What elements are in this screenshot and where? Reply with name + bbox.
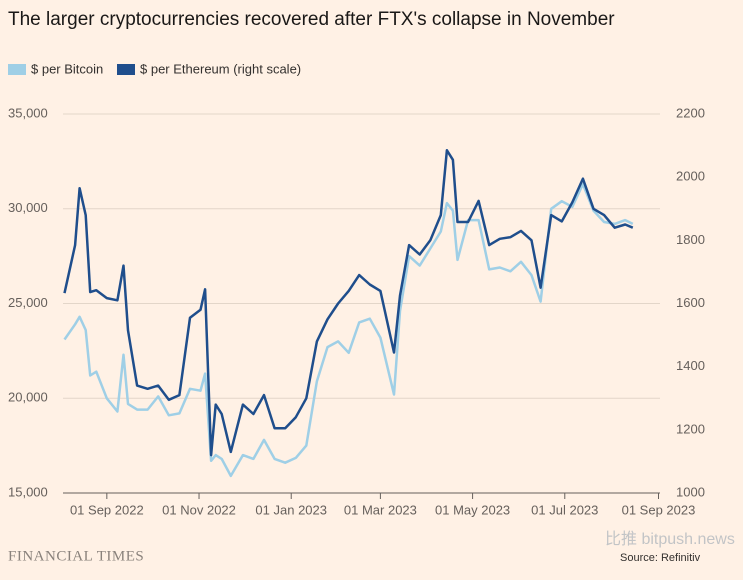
y2-tick-label: 2000 <box>676 169 705 184</box>
x-tick-label: 01 Jan 2023 <box>255 502 327 517</box>
legend-label: $ per Bitcoin <box>31 61 103 76</box>
x-tick-label: 01 Sep 2022 <box>70 502 144 517</box>
legend-swatch <box>117 64 135 75</box>
legend-label: $ per Ethereum (right scale) <box>140 61 301 76</box>
source: Source: Refinitiv <box>620 552 701 564</box>
legend-swatch <box>8 64 26 75</box>
chart-title: The larger cryptocurrencies recovered af… <box>8 9 615 30</box>
y-tick-label: 25,000 <box>8 295 48 310</box>
series-line <box>63 182 634 478</box>
logo: FINANCIAL TIMES <box>8 548 144 564</box>
x-tick-label: 01 May 2023 <box>435 502 510 517</box>
x-tick-label: 01 Mar 2023 <box>344 502 417 517</box>
y2-tick-label: 1400 <box>676 358 705 373</box>
x-tick-label: 01 Sep 2023 <box>622 502 696 517</box>
x-tick-label: 01 Jul 2023 <box>531 502 598 517</box>
y-tick-label: 30,000 <box>8 200 48 215</box>
y2-tick-label: 1600 <box>676 295 705 310</box>
y2-tick-label: 1200 <box>676 421 705 436</box>
series-line <box>63 149 634 457</box>
y2-tick-label: 1000 <box>676 484 705 499</box>
y-tick-label: 35,000 <box>8 105 48 120</box>
watermark: 比推 bitpush.news <box>605 530 735 548</box>
y2-tick-label: 2200 <box>676 105 705 120</box>
x-tick-label: 01 Nov 2022 <box>162 502 236 517</box>
y2-tick-label: 1800 <box>676 232 705 247</box>
y-tick-label: 15,000 <box>8 484 48 499</box>
y-tick-label: 20,000 <box>8 390 48 405</box>
